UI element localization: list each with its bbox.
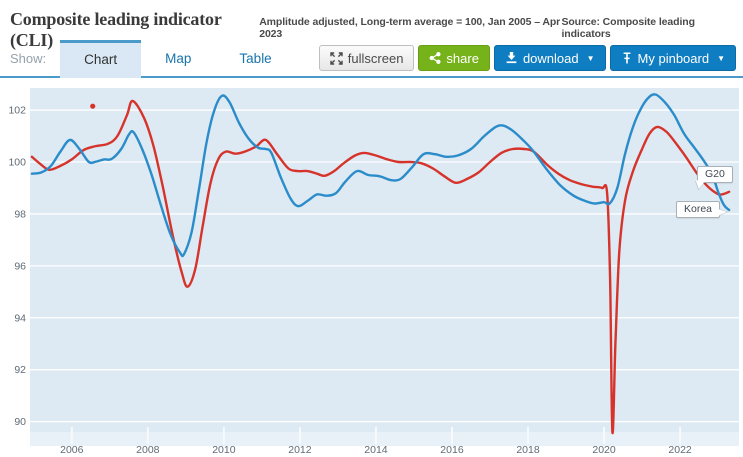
series-label-korea[interactable]: Korea — [676, 201, 728, 218]
series-label-korea-text: Korea — [684, 203, 713, 215]
page-title: Composite leading indicator (CLI) — [10, 9, 222, 50]
y-axis-label: 102 — [8, 105, 26, 117]
tab-map-label: Map — [165, 50, 192, 66]
toolbar-buttons: fullscreen share download ▼ — [318, 40, 743, 76]
data-point-marker — [90, 103, 96, 109]
series-label-g20[interactable]: G20 — [692, 166, 733, 191]
chart-canvas: 90 92 94 96 98 100 102 2006 2008 2010 2012 2014 2016… — [8, 88, 739, 455]
y-axis-label: 100 — [8, 156, 26, 168]
share-button[interactable]: share — [418, 45, 490, 71]
view-toolbar: Show: Chart Map Table fullscreen — [0, 40, 743, 78]
x-axis-label: 2012 — [288, 444, 312, 455]
my-pinboard-button-label: My pinboard — [637, 50, 710, 66]
my-pinboard-button[interactable]: My pinboard ▼ — [609, 45, 736, 71]
y-axis-label: 94 — [14, 312, 26, 324]
series-g20-line — [30, 99, 731, 435]
x-axis-label: 2022 — [668, 444, 692, 455]
download-arrow-icon — [505, 52, 518, 64]
cli-line-chart: 90 92 94 96 98 100 102 2006 2008 2010 2012 2014 2016… — [0, 78, 743, 455]
caret-down-icon: ▼ — [717, 53, 725, 63]
x-axis-label: 2014 — [364, 444, 388, 455]
axis-band — [30, 432, 739, 446]
tab-map[interactable]: Map — [141, 40, 215, 76]
expand-arrows-icon — [330, 51, 343, 65]
callout-tail — [718, 209, 728, 216]
x-axis-label: 2010 — [212, 444, 236, 455]
plot-background — [30, 88, 739, 432]
view-tabs: Chart Map Table — [60, 40, 296, 78]
download-button[interactable]: download ▼ — [493, 45, 606, 71]
share-nodes-icon — [429, 52, 441, 64]
fullscreen-button[interactable]: fullscreen — [318, 45, 415, 71]
y-axis-label: 98 — [14, 208, 26, 220]
download-button-label: download — [522, 50, 579, 66]
y-axis-label: 92 — [14, 364, 26, 376]
series-label-g20-text: G20 — [705, 168, 725, 180]
tab-table-label: Table — [239, 50, 272, 66]
chart-header: Composite leading indicator (CLI) Amplit… — [0, 0, 743, 50]
source-label: Source: Composite leading indicators — [561, 16, 695, 40]
tab-chart[interactable]: Chart — [60, 40, 142, 78]
y-axis-label: 90 — [14, 416, 26, 428]
caret-down-icon: ▼ — [586, 53, 595, 63]
x-axis-label: 2020 — [592, 444, 616, 455]
share-button-label: share — [446, 50, 479, 66]
y-axis-label: 96 — [14, 260, 26, 272]
x-axis-label: 2018 — [516, 444, 540, 455]
tab-table[interactable]: Table — [215, 40, 295, 76]
series-korea-line — [30, 93, 731, 258]
x-axis-label: 2008 — [136, 444, 160, 455]
x-axis-label: 2006 — [60, 444, 84, 455]
x-axis-label: 2016 — [440, 444, 464, 455]
tab-chart-label: Chart — [84, 52, 118, 67]
show-label: Show: — [10, 50, 47, 66]
chart-subtitle: Amplitude adjusted, Long-term average = … — [259, 16, 561, 40]
pushpin-icon — [621, 52, 633, 65]
fullscreen-button-label: fullscreen — [347, 50, 404, 66]
